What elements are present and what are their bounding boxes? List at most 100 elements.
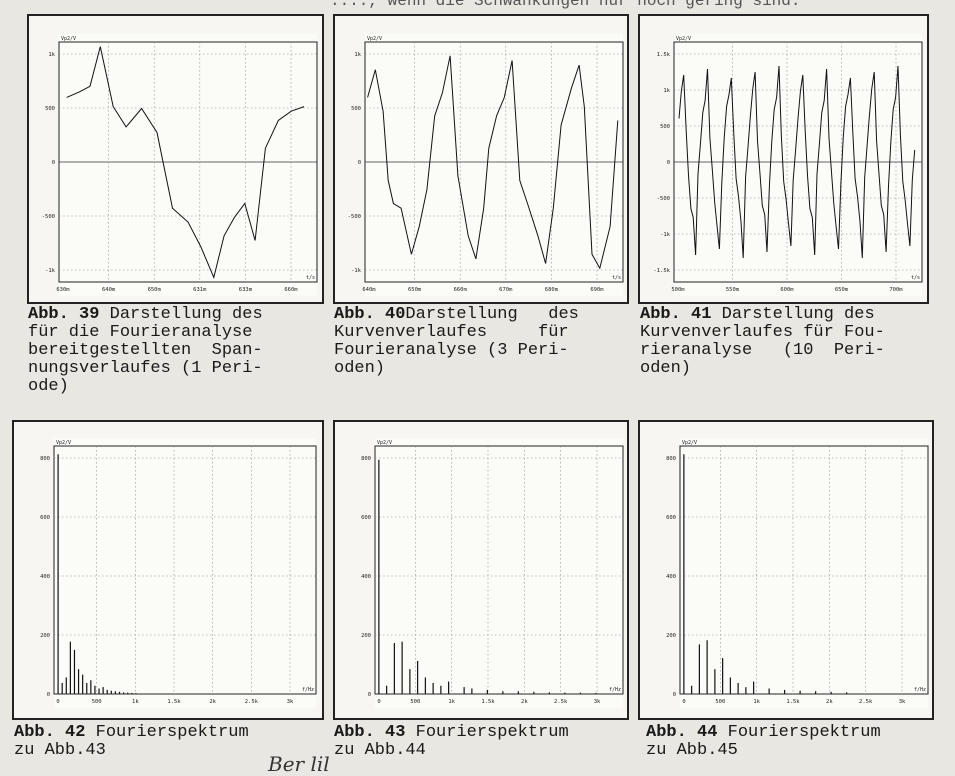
x-tick-label: 1.5k [167,699,181,705]
y-tick-label: 0 [673,692,676,698]
y-tick-label: 500 [45,106,55,112]
plot-border [679,445,929,695]
x-tick-label: 500 [715,699,725,705]
caption-41-line3: rieranalyse (10 Peri- [640,341,885,360]
y-tick-label: 400 [361,574,371,580]
caption-39-line4: nungsverlaufes (1 Peri- [28,359,263,378]
y-tick-label: 200 [666,633,676,639]
x-tick-label: 0 [377,699,380,705]
x-tick-label: 600m [780,287,794,293]
x-tick-label: 633m [239,287,253,293]
figure-44-chart: Vp2/V f/Hz 800 600 400 200 00 500 1k 1.5k 2k 2.5k 3k [666,440,929,705]
y-unit-label: Vp2/V [61,36,76,42]
caption-40-line3: Fourieranalyse (3 Peri- [334,341,569,360]
y-tick-label: 500 [351,106,361,112]
x-tick-label: 2.5k [554,699,568,705]
y-tick-label: -1k [660,232,671,238]
caption-43-line2: zu Abb.44 [334,741,426,760]
caption-42: Abb. 42 Fourierspektrum zu Abb.43 [14,724,249,760]
caption-41-num: Abb. 41 [640,305,712,324]
figure-43-chart: Vp2/V f/Hz 800 600 400 200 00 500 1k 1.5k 2k 2.5k 3k [361,440,624,705]
y-tick-label: 0 [47,692,50,698]
caption-40-line2: Kurvenverlaufes für [334,323,569,342]
x-unit-label: f/Hz [609,687,621,693]
caption-43-num: Abb. 43 [334,723,406,742]
x-tick-label: 680m [545,287,559,293]
caption-40-num: Abb. 40 [334,305,406,324]
y-tick-label: -1k [45,268,56,274]
y-tick-label: 200 [361,633,371,639]
y-tick-label: -1.5k [653,268,670,274]
x-unit-label: f/Hz [914,687,926,693]
figure-39-frame: Vp2/V t/s 1k 500 0 -500 -1k 630m 640m 650m 631m 633… [27,14,324,304]
figure-43-plot: Vp2/V f/Hz 800 600 400 200 0 0 500 1k 1.5k 2k 2.5k 3k [361,438,624,708]
x-tick-label: 3k [594,699,601,705]
y-tick-label: -500 [348,214,361,220]
caption-44-num: Abb. 44 [646,723,718,742]
x-tick-label: 640m [362,287,376,293]
caption-41: Abb. 41 Darstellung des Kurvenverlaufes … [640,306,885,378]
y-tick-label: 800 [666,456,676,462]
caption-39-line3: bereitgestellten Span- [28,341,263,360]
figure-43-frame: Vp2/V f/Hz 800 600 400 200 0 0 500 1k 1.5k 2k 2.5k 3k [333,420,629,720]
caption-42-num: Abb. 42 [14,723,86,742]
y-tick-label: 600 [40,515,50,521]
series-line [66,46,305,279]
y-tick-label: 500 [660,124,670,130]
series-line [678,65,916,259]
caption-44: Abb. 44 Fourierspektrum zu Abb.45 [646,724,881,760]
x-tick-label: 2k [826,699,833,705]
x-tick-label: 650m [835,287,849,293]
figure-42-plot: Vp2/V f/Hz 800 600 400 200 0 0 500 1k 1.5k 2k 2.5k 3k [40,438,317,708]
y-tick-label: 1k [354,52,361,58]
x-tick-label: 650m [408,287,422,293]
caption-44-line2: zu Abb.45 [646,741,738,760]
x-tick-label: 0 [56,699,59,705]
caption-41-line1: Darstellung des [711,305,875,324]
caption-43: Abb. 43 Fourierspektrum zu Abb.44 [334,724,569,760]
y-tick-label: -500 [42,214,55,220]
x-tick-label: 700m [889,287,903,293]
caption-42-line2: zu Abb.43 [14,741,106,760]
series-line [367,55,619,270]
top-text: ...., wenn die Schwankungen nur noch ger… [330,0,801,10]
x-tick-label: 550m [726,287,740,293]
x-tick-label: 630m [56,287,70,293]
caption-39-num: Abb. 39 [28,305,100,324]
y-tick-label: 0 [52,160,55,166]
x-unit-label: t/s [306,275,315,281]
caption-40: Abb. 40Darstellung des Kurvenverlaufes f… [334,306,579,378]
y-tick-label: 600 [361,515,371,521]
y-tick-label: 200 [40,633,50,639]
figure-40-chart: Vp2/V t/s 1k 500 0 -500 -1k 640m 650m 660m 670m 680… [348,36,624,293]
y-unit-label: Vp2/V [682,440,697,446]
y-tick-label: 800 [40,456,50,462]
y-tick-label: 1k [663,88,670,94]
figure-39-plot: Vp2/V t/s 1k 500 0 -500 -1k 630m 640m 650m 631m 633… [42,34,318,296]
figure-40-frame: Vp2/V t/s 1k 500 0 -500 -1k 640m 650m 660m 670m 680… [333,14,629,304]
x-tick-label: 660m [454,287,468,293]
x-unit-label: f/Hz [302,687,314,693]
x-tick-label: 670m [499,287,513,293]
figure-41-chart: Vp2/V t/s 1.5k 1k 500 0 -500 -1k -1.5k 500m 550m 60… [653,36,923,293]
figure-42-chart: Vp2/V f/Hz 800 600 400 200 00 500 1k 1.5k 2k 2.5k 3k [40,440,317,705]
caption-41-line2: Kurvenverlaufes für Fou- [640,323,885,342]
y-tick-label: 0 [358,160,361,166]
x-tick-label: 1.5k [786,699,800,705]
caption-42-line1: Fourierspektrum [85,723,249,742]
x-tick-label: 0 [682,699,685,705]
caption-40-line1: Darstellung des [405,305,579,324]
caption-40-line4: oden) [334,359,386,378]
caption-39-line5: ode) [28,377,69,396]
figure-41-plot: Vp2/V t/s 1.5k 1k 500 0 -500 -1k -1.5k 500m 550m 60… [653,34,923,296]
x-tick-label: 3k [287,699,294,705]
x-tick-label: 1.5k [481,699,495,705]
figure-40-plot: Vp2/V t/s 1k 500 0 -500 -1k 640m 650m 660m 670m 680… [348,34,624,296]
y-tick-label: -500 [657,196,670,202]
caption-39: Abb. 39 Darstellung des für die Fouriera… [28,306,263,396]
x-tick-label: 640m [102,287,116,293]
y-unit-label: Vp2/V [56,440,71,446]
handwritten-signature: Ber lil [268,752,330,776]
plot-border [374,445,624,695]
x-tick-label: 500 [410,699,420,705]
